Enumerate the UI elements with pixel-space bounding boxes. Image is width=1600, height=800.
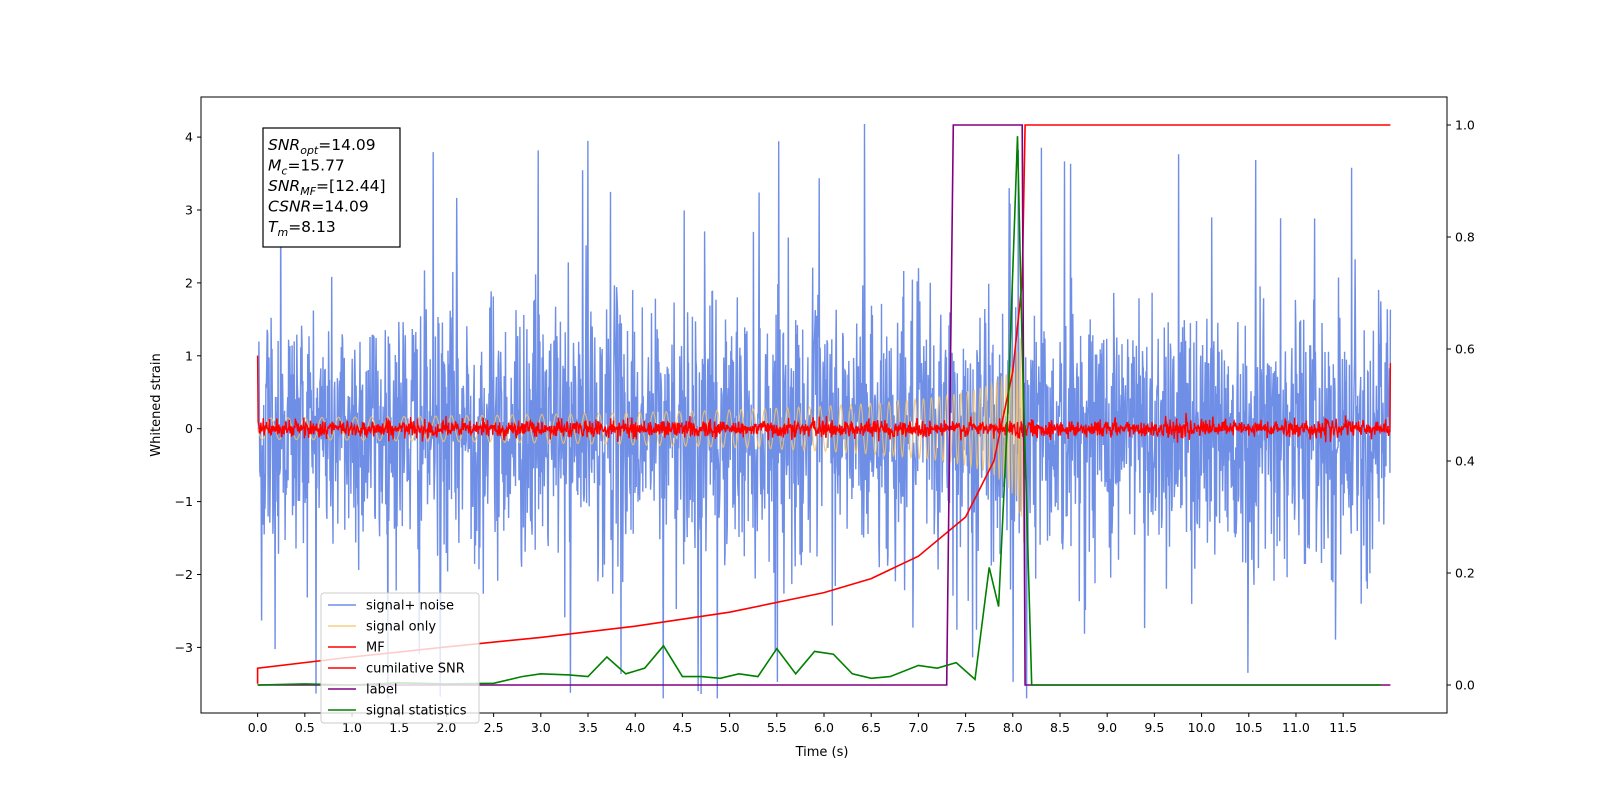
legend-entry-label: signal+ noise xyxy=(366,599,454,614)
x-tick-label: 0.0 xyxy=(248,720,268,735)
legend-frame xyxy=(320,592,480,724)
x-tick-label: 4.0 xyxy=(625,720,645,735)
y-left-tick-label: 3 xyxy=(185,202,193,217)
x-tick-label: 11.5 xyxy=(1329,720,1357,735)
x-tick-label: 6.5 xyxy=(861,720,881,735)
info-box-line: SNRMF=[12.44] xyxy=(268,177,386,198)
info-box-frame xyxy=(262,127,401,248)
info-box-line: CSNR=14.09 xyxy=(268,198,369,216)
x-axis-label: Time (s) xyxy=(795,745,849,760)
legend-entry-label: signal statistics xyxy=(366,704,467,719)
x-tick-label: 4.5 xyxy=(672,720,692,735)
x-tick-label: 10.5 xyxy=(1235,720,1263,735)
info-box-line: SNRopt=14.09 xyxy=(268,136,376,157)
y-left-tick-label: 2 xyxy=(185,275,193,290)
x-tick-label: 11.0 xyxy=(1282,720,1310,735)
x-tick-label: 2.5 xyxy=(484,720,504,735)
y-axis-right: 1.0 0.8 0.6 0.4 0.2 0.0 xyxy=(1447,118,1475,693)
y-right-tick-label: 0.4 xyxy=(1455,454,1475,469)
legend-entry-label: cumilative SNR xyxy=(366,662,465,677)
y-right-tick-label: 0.6 xyxy=(1455,342,1475,357)
y-axis-label: Whitened strain xyxy=(149,353,164,456)
y-left-tick-label: −3 xyxy=(175,640,193,655)
x-tick-label: 8.0 xyxy=(1003,720,1023,735)
x-tick-label: 1.0 xyxy=(342,720,362,735)
x-axis: 0.0 0.5 1.0 1.5 2.0 2.5 3.0 3.5 4.0 4.5 5.0 5.5 6.0 6… xyxy=(248,713,1357,735)
info-box-line: Tm=8.13 xyxy=(268,218,336,239)
x-tick-label: 5.0 xyxy=(720,720,740,735)
y-left-tick-label: −1 xyxy=(175,494,193,509)
y-right-tick-label: 0.0 xyxy=(1455,678,1475,693)
x-tick-label: 9.5 xyxy=(1144,720,1164,735)
x-tick-label: 2.0 xyxy=(436,720,456,735)
x-tick-label: 3.0 xyxy=(531,720,551,735)
legend: signal+ noise signal only MF cumilative SNR… xyxy=(320,592,480,724)
y-left-tick-label: 4 xyxy=(185,130,193,145)
series-mf-line xyxy=(256,355,1392,443)
series-signal-only-line xyxy=(257,323,1026,543)
legend-entry-label: signal only xyxy=(366,620,436,635)
legend-entry-label: label xyxy=(366,683,397,698)
x-tick-label: 9.0 xyxy=(1097,720,1117,735)
y-right-tick-label: 0.8 xyxy=(1455,230,1475,245)
y-left-tick-label: 1 xyxy=(185,348,193,363)
x-tick-label: 8.5 xyxy=(1050,720,1070,735)
x-tick-label: 6.0 xyxy=(814,720,834,735)
series-signal-statistics-line xyxy=(257,136,1381,686)
x-tick-label: 10.0 xyxy=(1188,720,1216,735)
y-right-tick-label: 1.0 xyxy=(1455,118,1475,133)
info-box: SNRopt=14.09Mc=15.77SNRMF=[12.44]CSNR=14… xyxy=(262,127,401,248)
y-left-tick-label: −2 xyxy=(175,567,193,582)
y-left-tick-label: 0 xyxy=(185,421,193,436)
x-tick-label: 5.5 xyxy=(767,720,787,735)
x-tick-label: 0.5 xyxy=(295,720,315,735)
y-axis-left: 4 3 2 1 0 −1 −2 −3 xyxy=(175,130,201,655)
x-tick-label: 3.5 xyxy=(578,720,598,735)
legend-entry-label: MF xyxy=(366,641,385,656)
x-tick-label: 7.5 xyxy=(956,720,976,735)
x-tick-label: 1.5 xyxy=(389,720,409,735)
x-tick-label: 7.0 xyxy=(908,720,928,735)
info-box-line: Mc=15.77 xyxy=(268,157,345,178)
y-right-tick-label: 0.2 xyxy=(1455,566,1475,581)
